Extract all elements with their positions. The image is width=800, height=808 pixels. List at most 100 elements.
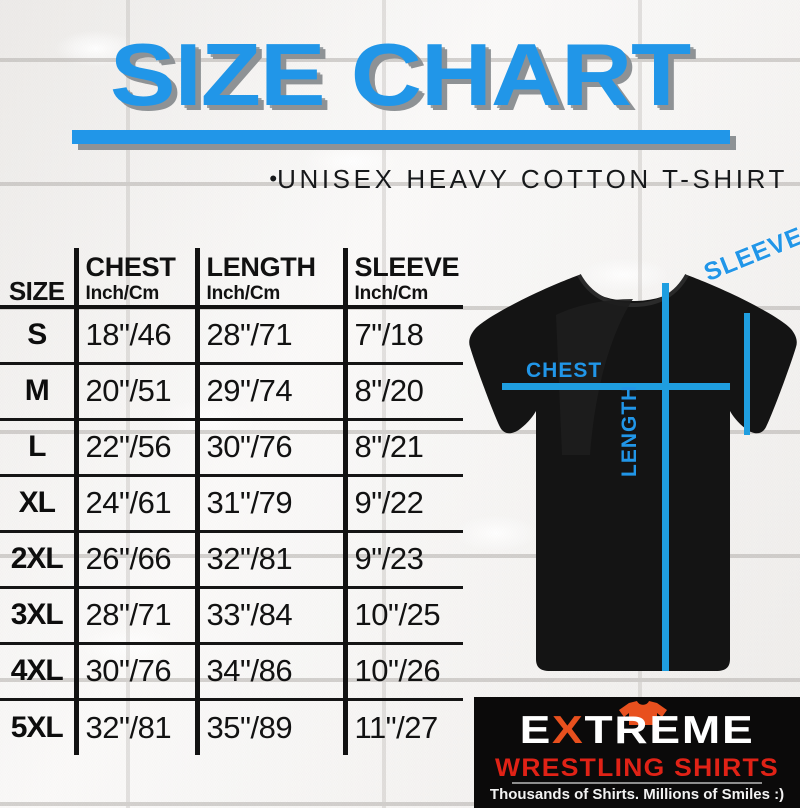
tshirt-shape	[469, 275, 797, 671]
length-measure-label: LENGTH	[618, 384, 641, 477]
cell-length-value: 30"/76	[206, 429, 293, 464]
cell-size: 4XL	[0, 643, 79, 701]
cell-chest-value: 20"/51	[85, 373, 172, 408]
column-header-chest-units: Inch/Cm	[85, 283, 160, 304]
cell-sleeve: 8"/20	[345, 363, 463, 421]
page-title: SIZE CHART	[109, 25, 691, 124]
cell-size: S	[0, 307, 79, 365]
column-header-size: SIZE	[0, 248, 79, 309]
cell-size: 3XL	[0, 587, 79, 645]
cell-length-value: 28"/71	[206, 317, 293, 353]
cell-sleeve-value: 11"/27	[354, 709, 439, 745]
logo-tagline: Thousands of Shirts. Millions of Smiles …	[489, 786, 785, 803]
cell-size: 2XL	[0, 531, 79, 589]
cell-length-value: 29"/74	[206, 373, 293, 408]
table-row: 4XL 30"/76 34"/86 10"/26	[0, 643, 463, 701]
logo-wordmark-part2: TREME	[584, 709, 755, 752]
logo-wordmark-x: X	[552, 709, 585, 752]
cell-length: 29"/74	[197, 363, 348, 421]
cell-length: 30"/76	[197, 419, 348, 477]
logo-divider	[512, 782, 762, 784]
cell-chest: 20"/51	[76, 363, 200, 421]
cell-length: 32"/81	[197, 531, 348, 589]
sleeve-guide-line	[744, 313, 750, 435]
cell-sleeve: 10"/26	[345, 643, 463, 701]
table-row: S 18"/46 28"/71 7"/18	[0, 307, 463, 365]
table-row: M 20"/51 29"/74 8"/20	[0, 363, 463, 421]
column-header-length: LENGTH Inch/Cm	[197, 248, 348, 309]
chest-guide-line	[502, 383, 730, 390]
size-chart-table: SIZE CHEST Inch/Cm LENGTH Inch/Cm SLEEVE…	[0, 248, 463, 755]
column-header-length-units: Inch/Cm	[206, 283, 281, 304]
cell-length: 31"/79	[197, 475, 348, 533]
cell-sleeve-value: 8"/20	[354, 373, 424, 408]
header: SIZE CHART •UNISEX HEAVY COTTON T-SHIRT	[0, 0, 800, 210]
cell-chest-value: 28"/71	[85, 597, 172, 632]
title-underline-bar	[72, 130, 730, 144]
cell-sleeve: 9"/23	[345, 531, 463, 589]
cell-chest: 26"/66	[76, 531, 200, 589]
cell-length: 33"/84	[197, 587, 348, 645]
logo-wordmark: EXTREME	[474, 711, 800, 751]
cell-length: 35"/89	[197, 699, 348, 755]
table-row: XL 24"/61 31"/79 9"/22	[0, 475, 463, 533]
cell-chest: 28"/71	[76, 587, 200, 645]
tshirt-collar	[577, 274, 689, 308]
table-body: S 18"/46 28"/71 7"/18 M 20"/51 29"/74 8"/20 L 22"…	[0, 307, 463, 755]
cell-sleeve-value: 9"/22	[354, 485, 424, 520]
table-row: 2XL 26"/66 32"/81 9"/23	[0, 531, 463, 589]
logo-shirt-icon	[619, 701, 667, 725]
column-header-sleeve-units: Inch/Cm	[354, 283, 429, 304]
cell-sleeve-value: 9"/23	[354, 541, 424, 576]
cell-chest-value: 22"/56	[85, 429, 172, 464]
column-header-size-label: SIZE	[8, 276, 65, 306]
cell-chest: 22"/56	[76, 419, 200, 477]
column-header-sleeve-label: SLEEVE	[354, 252, 460, 282]
table-header-row: SIZE CHEST Inch/Cm LENGTH Inch/Cm SLEEVE…	[0, 248, 463, 309]
tshirt-svg	[469, 274, 797, 671]
brand-logo: EXTREME WRESTLING SHIRTS Thousands of Sh…	[474, 697, 800, 808]
cell-chest: 30"/76	[76, 643, 200, 701]
subtitle: •UNISEX HEAVY COTTON T-SHIRT	[0, 164, 800, 195]
cell-chest-value: 26"/66	[85, 541, 172, 576]
tshirt-illustration: CHEST LENGTH SLEEVE	[466, 222, 800, 705]
cell-length-value: 32"/81	[206, 541, 293, 576]
cell-size: 5XL	[0, 699, 79, 755]
logo-subname: WRESTLING SHIRTS	[495, 754, 779, 782]
cell-chest: 18"/46	[76, 307, 200, 365]
cell-length-value: 33"/84	[206, 597, 293, 632]
cell-sleeve-value: 7"/18	[354, 317, 424, 353]
cell-sleeve: 11"/27	[345, 699, 463, 755]
column-header-chest: CHEST Inch/Cm	[76, 248, 200, 309]
cell-length-value: 31"/79	[206, 485, 293, 520]
cell-chest: 32"/81	[76, 699, 200, 755]
bullet-icon: •	[269, 166, 278, 191]
table-row: 3XL 28"/71 33"/84 10"/25	[0, 587, 463, 645]
chest-measure-label: CHEST	[526, 359, 603, 382]
table-row: L 22"/56 30"/76 8"/21	[0, 419, 463, 477]
cell-sleeve: 10"/25	[345, 587, 463, 645]
cell-sleeve: 8"/21	[345, 419, 463, 477]
cell-sleeve: 9"/22	[345, 475, 463, 533]
cell-sleeve-value: 10"/25	[354, 597, 441, 632]
cell-length: 28"/71	[197, 307, 348, 365]
cell-chest-value: 24"/61	[85, 485, 172, 520]
cell-sleeve-value: 8"/21	[354, 429, 424, 464]
cell-size: XL	[0, 475, 79, 533]
cell-length: 34"/86	[197, 643, 348, 701]
cell-size: L	[0, 419, 79, 477]
table-row: 5XL 32"/81 35"/89 11"/27	[0, 699, 463, 755]
cell-size: M	[0, 363, 79, 421]
table-header: SIZE CHEST Inch/Cm LENGTH Inch/Cm SLEEVE…	[0, 248, 463, 309]
cell-chest-value: 18"/46	[85, 317, 172, 353]
subtitle-text: UNISEX HEAVY COTTON T-SHIRT	[277, 164, 788, 194]
cell-chest-value: 30"/76	[85, 653, 172, 688]
length-guide-line	[662, 283, 669, 671]
cell-length-value: 35"/89	[206, 709, 293, 745]
column-header-length-label: LENGTH	[206, 252, 317, 282]
cell-length-value: 34"/86	[206, 653, 293, 688]
column-header-chest-label: CHEST	[85, 252, 176, 282]
tshirt-highlight	[556, 299, 633, 455]
cell-sleeve: 7"/18	[345, 307, 463, 365]
cell-chest: 24"/61	[76, 475, 200, 533]
